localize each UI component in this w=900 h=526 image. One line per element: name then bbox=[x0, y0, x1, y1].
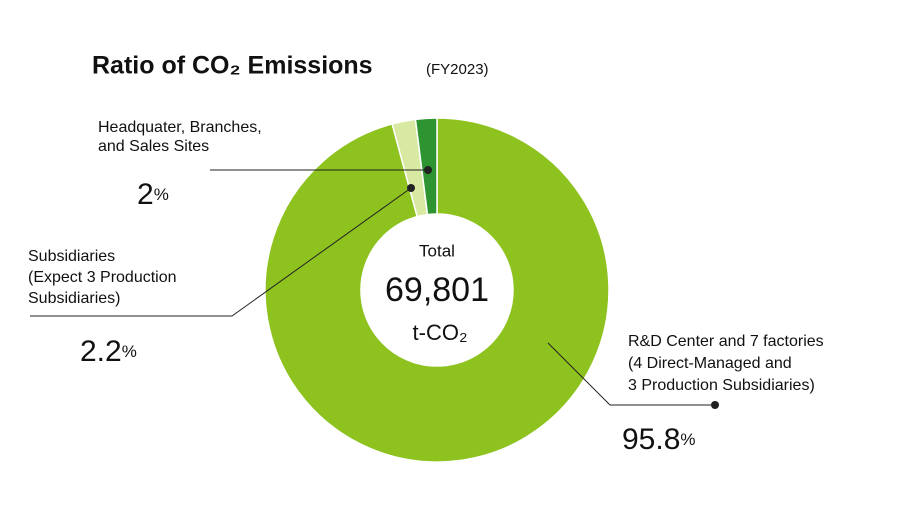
category-label: R&D Center and 7 factories bbox=[628, 333, 824, 350]
leader-line bbox=[547, 342, 715, 406]
donut-segment bbox=[264, 117, 610, 463]
total-value: 69,801 bbox=[385, 271, 489, 309]
value-number: 95.8 bbox=[622, 423, 680, 456]
total-label: Total bbox=[419, 241, 455, 260]
category-label: Subsidiaries) bbox=[28, 290, 120, 307]
value-unit: % bbox=[122, 342, 137, 361]
leader-dot bbox=[424, 166, 432, 174]
value-number: 2 bbox=[137, 178, 154, 211]
leader-line bbox=[30, 187, 412, 317]
value-label: 95.8% bbox=[622, 423, 696, 456]
donut bbox=[264, 117, 610, 463]
chart-subtitle: (FY2023) bbox=[426, 61, 489, 78]
value-label: 2.2% bbox=[80, 335, 137, 368]
donut-segment bbox=[414, 117, 438, 216]
leader-dot bbox=[407, 184, 415, 192]
category-label: Subsidiaries bbox=[28, 248, 115, 265]
category-label: 3 Production Subsidiaries) bbox=[628, 377, 815, 394]
category-label: Headquater, Branches, bbox=[98, 119, 262, 136]
leader-dot bbox=[711, 401, 719, 409]
total-unit: t-CO₂ bbox=[413, 320, 468, 345]
category-label: (Expect 3 Production bbox=[28, 269, 177, 286]
value-number: 2.2 bbox=[80, 335, 122, 368]
value-unit: % bbox=[154, 185, 169, 204]
value-label: 2% bbox=[137, 178, 169, 211]
chart-title: Ratio of CO₂ Emissions bbox=[92, 52, 373, 80]
value-unit: % bbox=[680, 430, 695, 449]
category-label: and Sales Sites bbox=[98, 138, 209, 155]
category-label: (4 Direct-Managed and bbox=[628, 355, 792, 372]
